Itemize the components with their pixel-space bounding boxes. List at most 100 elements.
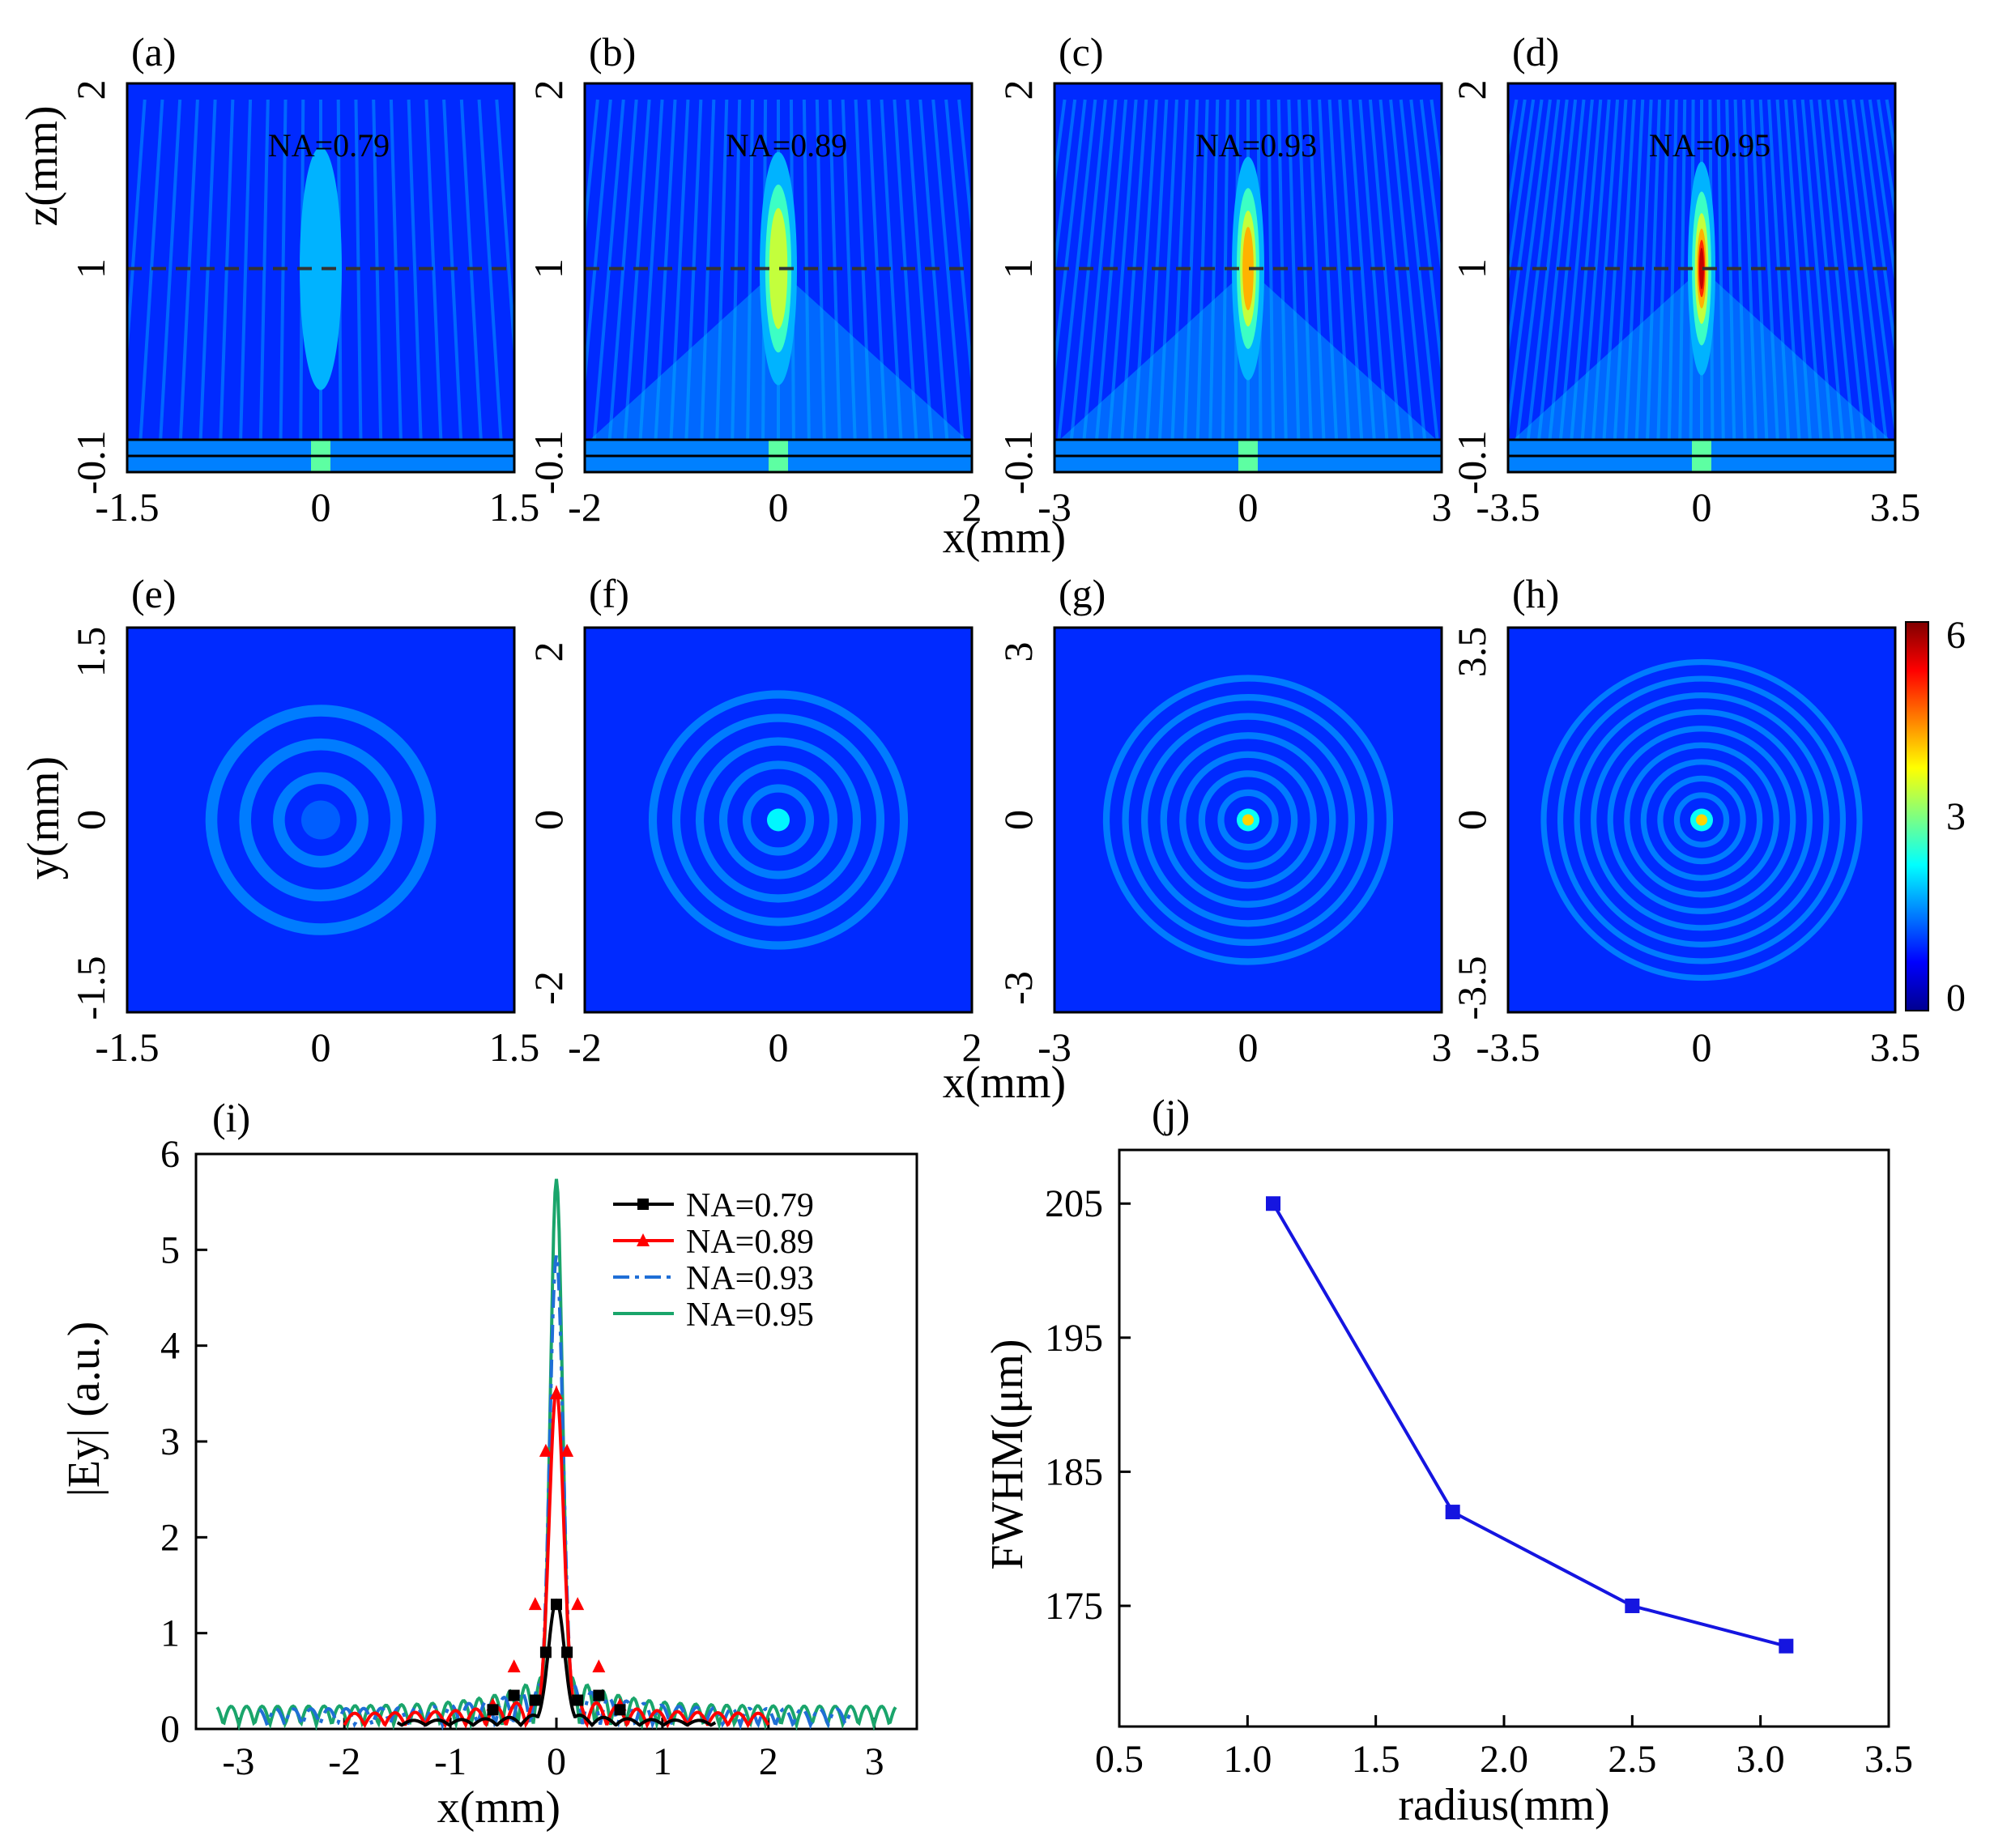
heatmap-panels: NA=0.79 (a) -1.5 0 1.5 2 1 -0.1 NA=0.89 (b) -2 0 2 2 1… — [68, 29, 1920, 1070]
colorbar-tick-max: 6 — [1946, 614, 1966, 657]
colorbar: 6 3 0 — [1905, 614, 1966, 1020]
interference-fringe — [1758, 99, 1779, 441]
airy-ring — [1624, 742, 1779, 898]
x-tick-label: 1.5 — [1352, 1738, 1400, 1781]
y-tick-label: 0 — [1449, 810, 1494, 830]
series-line-NA095 — [215, 1178, 897, 1731]
interference-fringe — [258, 99, 270, 441]
legend-marker — [637, 1233, 650, 1246]
focal-spot — [301, 800, 340, 840]
focal-spot-core — [1696, 814, 1707, 826]
panel-label: (g) — [1059, 571, 1106, 616]
airy-ring — [1179, 751, 1317, 889]
data-marker-square — [614, 1704, 626, 1716]
airy-ring — [1141, 713, 1355, 927]
panel-content — [1055, 99, 1442, 472]
interference-fringe — [1327, 99, 1351, 441]
interference-fringe — [159, 99, 182, 441]
profile-plot: (i) -3 -2 -1 0 1 2 3 0 1 2 3 4 5 6 x(mm) |Ey| (a.u.) NA=0… — [59, 1095, 918, 1833]
panel-7: (g) -3 0 3 3 0 -3 — [995, 571, 1452, 1070]
y-tick-label: 1.5 — [68, 627, 113, 678]
fwhm-marker — [1779, 1638, 1794, 1654]
interference-fringe — [931, 99, 965, 441]
panel-frame — [1053, 82, 1443, 474]
panel-label: (a) — [131, 29, 177, 75]
interference-fringe — [1157, 99, 1178, 441]
panel-label: (b) — [589, 29, 636, 75]
panel-label: (i) — [212, 1095, 250, 1140]
x-tick-label: 2 — [759, 1740, 778, 1783]
interference-fringe — [1429, 99, 1442, 192]
interference-fringe — [1613, 99, 1636, 441]
airy-ring — [205, 705, 437, 935]
interference-fringe — [1183, 99, 1199, 441]
interference-fringe — [1826, 99, 1866, 441]
data-marker-square — [551, 1599, 562, 1611]
airy-ring — [718, 760, 838, 879]
y-tick-label: -3 — [995, 971, 1041, 1005]
y-axis-label: |Ey| (a.u.) — [59, 1322, 109, 1497]
interference-fringe — [957, 99, 972, 245]
x-tick-label: 2.5 — [1608, 1738, 1656, 1781]
interference-fringe — [1741, 99, 1758, 441]
x-tick-label: 2 — [962, 1024, 982, 1070]
x-tick-label: -2 — [568, 484, 602, 530]
na-annotation: NA=0.89 — [726, 127, 847, 164]
interference-fringe — [1783, 99, 1812, 441]
x-tick-label: 0 — [1692, 484, 1712, 530]
airy-ring — [1102, 675, 1394, 965]
x-tick-label: -1.5 — [95, 1024, 159, 1070]
x-tick-label: 0 — [311, 1024, 331, 1070]
row1-xlabel: x(mm) — [943, 513, 1066, 563]
x-axis-label: radius(mm) — [1398, 1780, 1609, 1830]
data-marker-square — [561, 1646, 573, 1659]
x-tick-label: 3 — [1432, 1024, 1452, 1070]
y-tick-label: 2 — [1449, 80, 1494, 100]
interference-fringe — [239, 99, 253, 441]
focal-spot-core — [1699, 248, 1704, 290]
y-tick-label: -2 — [526, 971, 571, 1005]
y-tick-label: -0.1 — [995, 430, 1041, 494]
airy-ring — [1640, 759, 1763, 881]
interference-fringe — [1419, 99, 1442, 281]
x-tick-label: -3 — [1037, 1024, 1072, 1070]
x-tick-label: 1 — [653, 1740, 672, 1783]
interference-fringe — [585, 99, 599, 245]
x-tick-label: 1.5 — [489, 1024, 540, 1070]
legend-marker — [637, 1199, 649, 1210]
legend-label: NA=0.95 — [686, 1297, 814, 1334]
y-tick-label: 1 — [160, 1612, 180, 1655]
data-marker-square — [529, 1694, 541, 1706]
interference-fringe — [1107, 99, 1138, 441]
x-tick-label: 2 — [962, 484, 982, 530]
data-marker-square — [539, 1646, 552, 1659]
row2-xlabel: x(mm) — [943, 1058, 1066, 1108]
x-tick-label: -3 — [222, 1740, 254, 1783]
interference-fringe — [1508, 99, 1527, 224]
panel-label: (h) — [1512, 571, 1559, 616]
panel-label: (j) — [1152, 1091, 1190, 1136]
focal-spot-core — [1242, 227, 1254, 311]
panel-label: (d) — [1512, 29, 1559, 75]
data-marker-triangle — [592, 1659, 606, 1673]
interference-fringe — [1526, 99, 1569, 441]
y-tick-label: 2 — [160, 1516, 180, 1559]
interference-fringe — [1716, 99, 1725, 441]
interference-fringe — [1055, 99, 1077, 281]
legend-label: NA=0.89 — [686, 1224, 814, 1261]
interference-fringe — [1667, 99, 1678, 441]
y-tick-label: -0.1 — [526, 430, 571, 494]
y-tick-label: 0 — [160, 1708, 180, 1751]
y-tick-label: 4 — [160, 1325, 180, 1368]
y-tick-label: 1 — [1449, 258, 1494, 279]
x-tick-label: 1.0 — [1223, 1738, 1272, 1781]
airy-ring — [1217, 789, 1279, 851]
data-marker-triangle — [539, 1443, 552, 1457]
y-tick-label: -1.5 — [68, 956, 113, 1020]
interference-fringe — [1877, 99, 1895, 224]
y-tick-label: 195 — [1045, 1317, 1103, 1360]
y-tick-label: 0 — [526, 810, 571, 830]
data-marker-square — [593, 1689, 605, 1701]
interference-fringe — [880, 99, 903, 441]
interference-fringe — [715, 99, 729, 441]
